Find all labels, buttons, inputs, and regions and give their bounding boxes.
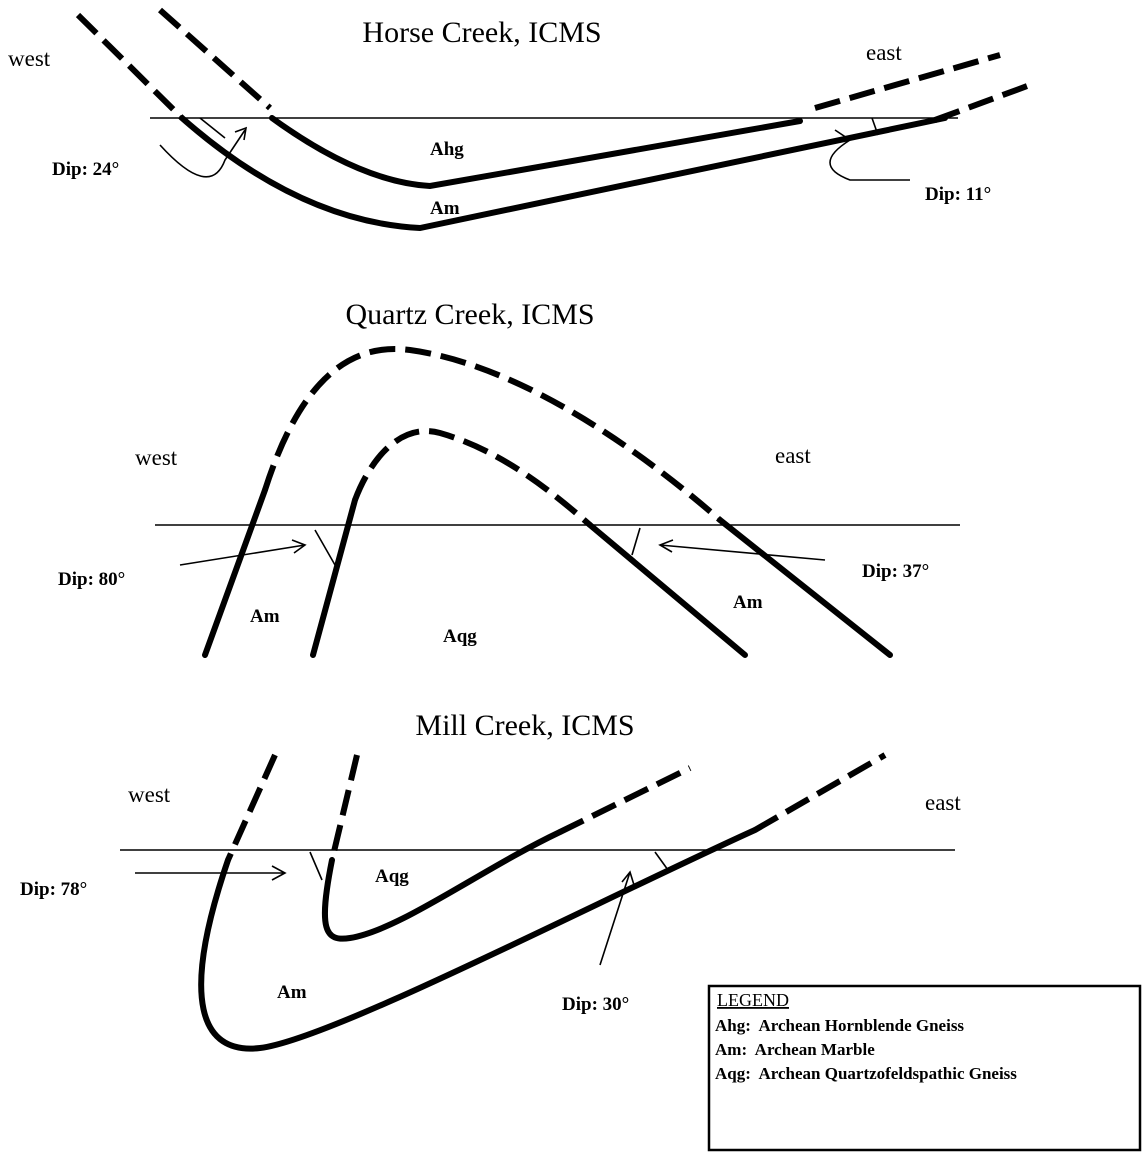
contact-line bbox=[313, 500, 355, 655]
contact-line bbox=[201, 830, 755, 1049]
projected-contact bbox=[160, 10, 270, 108]
unit-label: Ahg bbox=[430, 139, 464, 160]
legend: LEGEND Ahg: Archean Hornblende Gneiss Am… bbox=[709, 986, 1140, 1150]
contact-line bbox=[325, 832, 560, 939]
dip-label: Dip: 78° bbox=[20, 879, 87, 900]
panel-mill-creek: Mill Creek, ICMS west east Aqg Am Dip: 7… bbox=[20, 709, 961, 1049]
contact-line bbox=[720, 520, 890, 655]
projected-contact bbox=[755, 755, 885, 830]
legend-entry: Aqg: Archean Quartzofeldspathic Gneiss bbox=[715, 1064, 1017, 1083]
dip-arrow bbox=[632, 528, 825, 560]
panel-quartz-creek: Quartz Creek, ICMS west east Am Aqg Am D… bbox=[58, 298, 960, 655]
projected-contact bbox=[332, 755, 357, 860]
diagram: Horse Creek, ICMS west east Ahg Am Dip: … bbox=[0, 0, 1148, 1157]
east-label: east bbox=[866, 40, 902, 65]
west-label: west bbox=[8, 46, 51, 71]
projected-contact bbox=[560, 768, 690, 832]
panel-title: Mill Creek, ICMS bbox=[415, 709, 634, 742]
west-label: west bbox=[128, 782, 171, 807]
legend-entry: Ahg: Archean Hornblende Gneiss bbox=[715, 1016, 964, 1035]
unit-label: Am bbox=[277, 982, 307, 1003]
unit-label: Aqg bbox=[375, 866, 409, 887]
unit-label: Am bbox=[430, 198, 460, 219]
dip-label: Dip: 37° bbox=[862, 561, 929, 582]
dip-label: Dip: 24° bbox=[52, 159, 119, 180]
unit-label: Am bbox=[250, 606, 280, 627]
east-label: east bbox=[775, 443, 811, 468]
legend-entry: Am: Archean Marble bbox=[715, 1040, 875, 1059]
dip-label: Dip: 11° bbox=[925, 184, 991, 205]
west-label: west bbox=[135, 445, 178, 470]
contact-line bbox=[205, 490, 265, 655]
east-label: east bbox=[925, 790, 961, 815]
projected-contact bbox=[815, 55, 1000, 108]
panel-title: Quartz Creek, ICMS bbox=[345, 298, 594, 331]
unit-label: Am bbox=[733, 592, 763, 613]
contact-line bbox=[590, 525, 745, 655]
panel-horse-creek: Horse Creek, ICMS west east Ahg Am Dip: … bbox=[8, 10, 1030, 228]
projected-contact bbox=[78, 15, 182, 118]
legend-title: LEGEND bbox=[717, 990, 789, 1010]
projected-contact bbox=[265, 349, 720, 520]
unit-label: Aqg bbox=[443, 626, 477, 647]
dip-label: Dip: 80° bbox=[58, 569, 125, 590]
dip-arrow bbox=[180, 530, 335, 565]
contact-line bbox=[272, 118, 800, 186]
panel-title: Horse Creek, ICMS bbox=[362, 16, 601, 49]
projected-contact bbox=[355, 431, 590, 525]
projected-contact bbox=[228, 755, 275, 860]
dip-arrow bbox=[600, 852, 668, 965]
projected-contact bbox=[935, 85, 1030, 120]
dip-label: Dip: 30° bbox=[562, 994, 629, 1015]
